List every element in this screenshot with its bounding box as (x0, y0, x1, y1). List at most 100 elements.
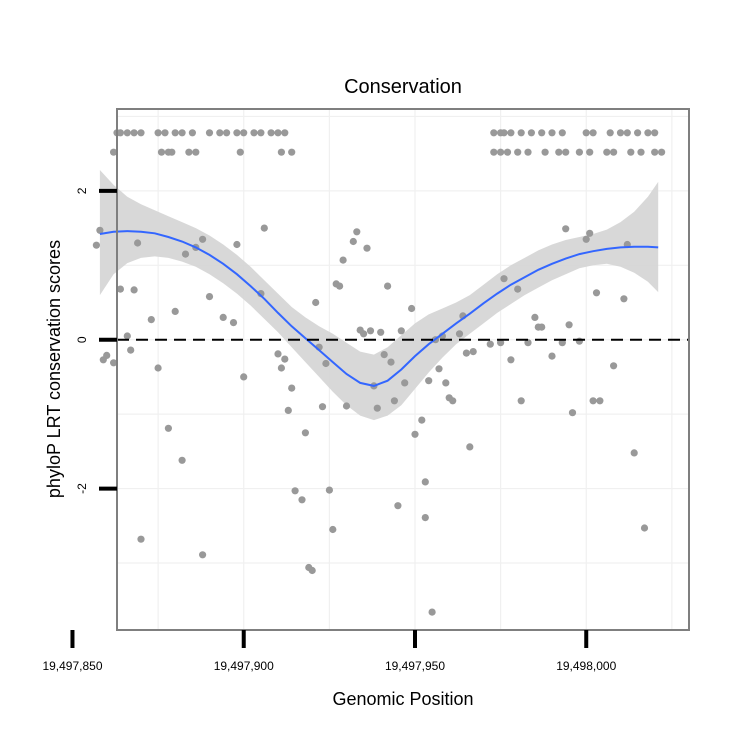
data-point (130, 286, 138, 294)
data-point (301, 429, 309, 437)
data-point (387, 358, 395, 366)
data-point (586, 148, 594, 156)
data-point (397, 327, 405, 335)
confidence-band-area (99, 170, 659, 421)
data-point (250, 129, 258, 137)
data-point (603, 148, 611, 156)
data-point (606, 129, 614, 137)
data-point (401, 379, 409, 387)
data-point (322, 359, 330, 368)
data-point (620, 295, 628, 303)
data-point (517, 129, 525, 137)
data-point (288, 384, 296, 392)
data-point (349, 237, 357, 246)
data-point (627, 148, 635, 156)
data-point (171, 129, 179, 137)
data-point (257, 290, 265, 298)
data-point (651, 129, 659, 137)
data-point (490, 148, 498, 156)
data-point (291, 487, 299, 495)
data-point (449, 397, 457, 405)
data-point (188, 129, 196, 137)
data-point (178, 456, 186, 464)
data-point (524, 148, 532, 156)
data-point (236, 148, 244, 156)
data-point (240, 373, 248, 381)
data-point (277, 364, 285, 372)
x-tick-label: 19,497,850 (42, 659, 102, 673)
data-point (531, 313, 539, 321)
data-point (312, 298, 320, 307)
data-point (377, 328, 385, 336)
data-point (517, 397, 525, 405)
data-point (462, 349, 470, 357)
data-point (192, 148, 200, 156)
data-point (541, 148, 549, 156)
x-axis-title: Genomic Position (332, 689, 473, 709)
data-point (147, 316, 155, 324)
data-point (360, 330, 368, 338)
data-point (610, 362, 618, 370)
data-point (181, 250, 190, 258)
data-point (568, 409, 577, 417)
data-point (92, 241, 100, 249)
data-point (199, 551, 207, 559)
data-point (281, 355, 289, 363)
data-point (575, 148, 584, 156)
data-point (592, 289, 601, 297)
smooth-line-group (99, 230, 659, 387)
data-point (497, 148, 505, 156)
data-point (267, 129, 275, 137)
data-point (524, 339, 532, 347)
y-tick-label: 0 (75, 336, 89, 343)
data-point (178, 129, 186, 137)
data-point (185, 148, 193, 156)
panel-border (116, 108, 690, 631)
data-point (205, 293, 214, 301)
data-point (394, 502, 402, 510)
chart-title: Conservation (344, 76, 462, 98)
data-point (199, 235, 207, 243)
x-tick-label: 19,497,950 (385, 659, 445, 673)
data-point (418, 416, 426, 424)
data-point (610, 148, 618, 156)
data-point (527, 129, 536, 137)
data-point (134, 239, 142, 247)
data-point (137, 129, 145, 137)
data-point (281, 129, 289, 137)
data-point (390, 397, 398, 405)
data-point (514, 148, 522, 156)
data-point (168, 148, 176, 156)
data-point (442, 379, 450, 387)
data-point (277, 148, 285, 156)
data-point (366, 327, 375, 335)
data-point (229, 319, 238, 327)
data-point (123, 129, 131, 137)
data-point (336, 282, 344, 290)
data-point (110, 148, 118, 156)
data-point (562, 225, 570, 233)
data-point (384, 282, 392, 290)
data-point (630, 449, 638, 457)
data-point (428, 608, 436, 616)
data-point (421, 514, 429, 522)
data-point (288, 148, 296, 156)
data-point (623, 129, 631, 137)
data-point (103, 351, 111, 359)
data-point (644, 129, 652, 137)
y-axis: -2 0 2 (75, 187, 117, 494)
data-point (558, 129, 566, 137)
data-point (575, 337, 584, 345)
data-point (411, 430, 419, 438)
data-point (658, 148, 666, 156)
data-point (380, 351, 388, 359)
data-point (205, 129, 214, 137)
data-point (164, 424, 172, 432)
data-point (353, 228, 361, 236)
data-point (325, 486, 333, 494)
data-point (469, 348, 477, 356)
data-point (421, 478, 429, 486)
data-point (342, 402, 351, 410)
data-point (500, 129, 508, 137)
